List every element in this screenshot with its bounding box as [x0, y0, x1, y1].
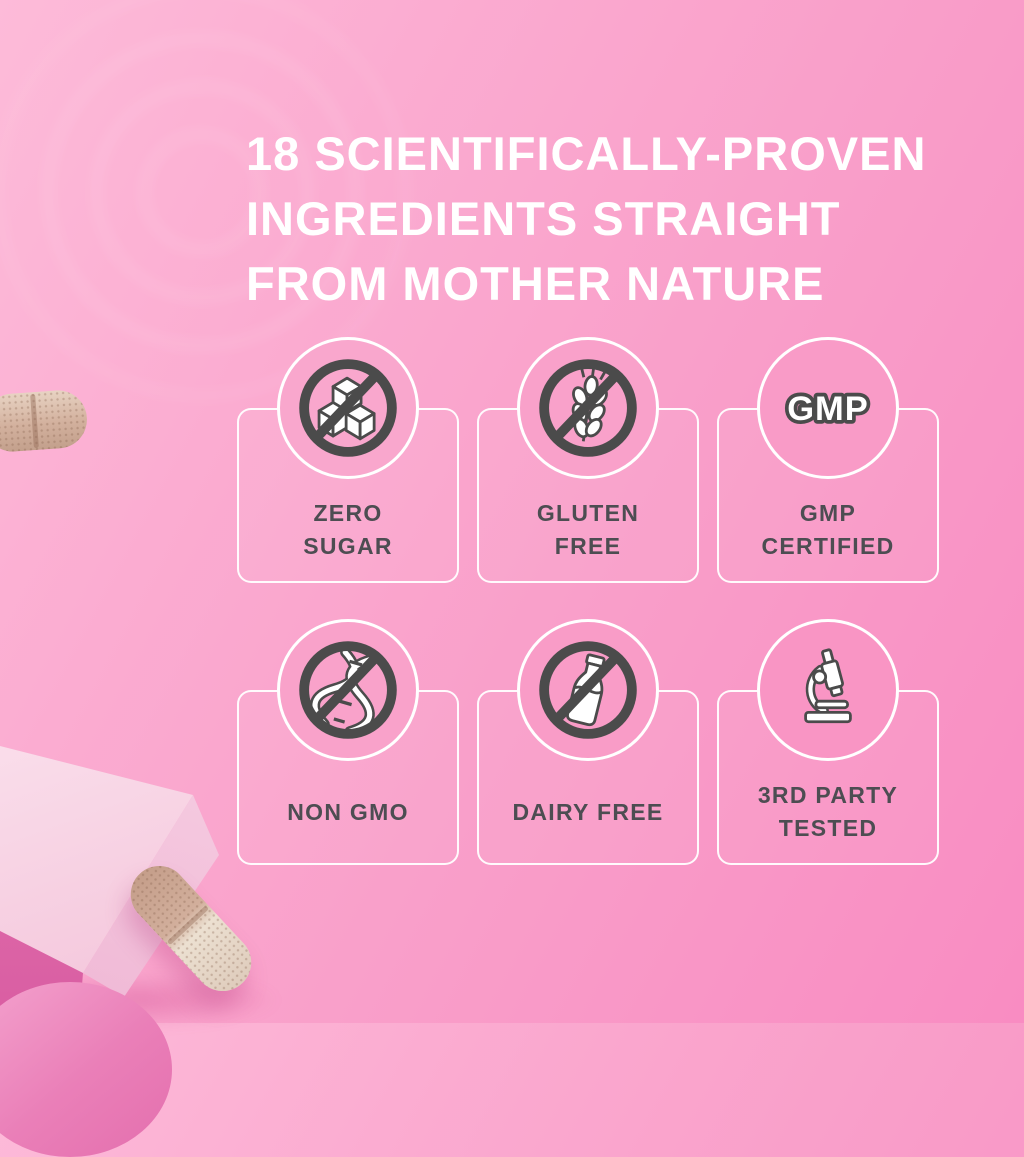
badge-label: GMP CERTIFIED	[719, 479, 937, 581]
product-box-photo	[0, 733, 230, 1023]
badge-label: NON GMO	[239, 761, 457, 863]
headline-line: 18 SCIENTIFICALLY-PROVEN	[246, 127, 927, 180]
promo-graphic: 18 SCIENTIFICALLY-PROVEN INGREDIENTS STR…	[0, 0, 939, 1157]
capsule-seam	[166, 905, 210, 946]
badge-label: GLUTEN FREE	[479, 479, 697, 581]
badge-label-line: FREE	[554, 533, 622, 559]
badge-label-line: NON GMO	[287, 798, 409, 825]
no-sugar-icon	[277, 337, 419, 479]
microscope-icon-svg	[804, 648, 852, 724]
capsule-seam	[30, 393, 39, 449]
no-sugar-icon-svg	[299, 359, 397, 457]
badge-gmp-certified: GMP GMP CERTIFIED	[717, 337, 939, 583]
badge-label-line: GMP	[799, 500, 857, 526]
gmp-seal-icon-svg: GMP	[784, 386, 872, 431]
no-dairy-icon	[517, 619, 659, 761]
badge-label-line: SUGAR	[303, 533, 393, 559]
badge-dairy-free: DAIRY FREE	[477, 619, 699, 865]
badge-zero-sugar: ZERO SUGAR	[237, 337, 459, 583]
microscope-icon	[757, 619, 899, 761]
gmp-seal-text: GMP	[787, 390, 868, 428]
no-gmo-icon-svg	[299, 641, 397, 739]
badge-gluten-free: GLUTEN FREE	[477, 337, 699, 583]
badge-label-line: GLUTEN	[536, 500, 640, 526]
capsule-pill-photo	[0, 388, 89, 454]
badge-label-line: DAIRY FREE	[512, 798, 664, 825]
headline-line: FROM MOTHER NATURE	[246, 257, 825, 310]
badge-label: 3RD PARTY TESTED	[719, 761, 937, 863]
no-gluten-icon-svg	[539, 359, 637, 457]
headline-line: INGREDIENTS STRAIGHT	[246, 192, 841, 245]
headline: 18 SCIENTIFICALLY-PROVEN INGREDIENTS STR…	[246, 121, 926, 316]
no-gmo-icon	[277, 619, 419, 761]
gmp-seal-icon: GMP	[757, 337, 899, 479]
badge-label: ZERO SUGAR	[239, 479, 457, 581]
badge-label-line: TESTED	[778, 815, 878, 841]
badge-label: DAIRY FREE	[479, 761, 697, 863]
badge-third-party-tested: 3RD PARTY TESTED	[717, 619, 939, 865]
badge-label-line: ZERO	[313, 500, 383, 526]
badge-non-gmo: NON GMO	[237, 619, 459, 865]
no-gluten-icon	[517, 337, 659, 479]
badge-label-line: 3RD PARTY	[757, 782, 899, 808]
no-dairy-icon-svg	[539, 641, 637, 739]
badge-label-line: CERTIFIED	[761, 533, 895, 559]
